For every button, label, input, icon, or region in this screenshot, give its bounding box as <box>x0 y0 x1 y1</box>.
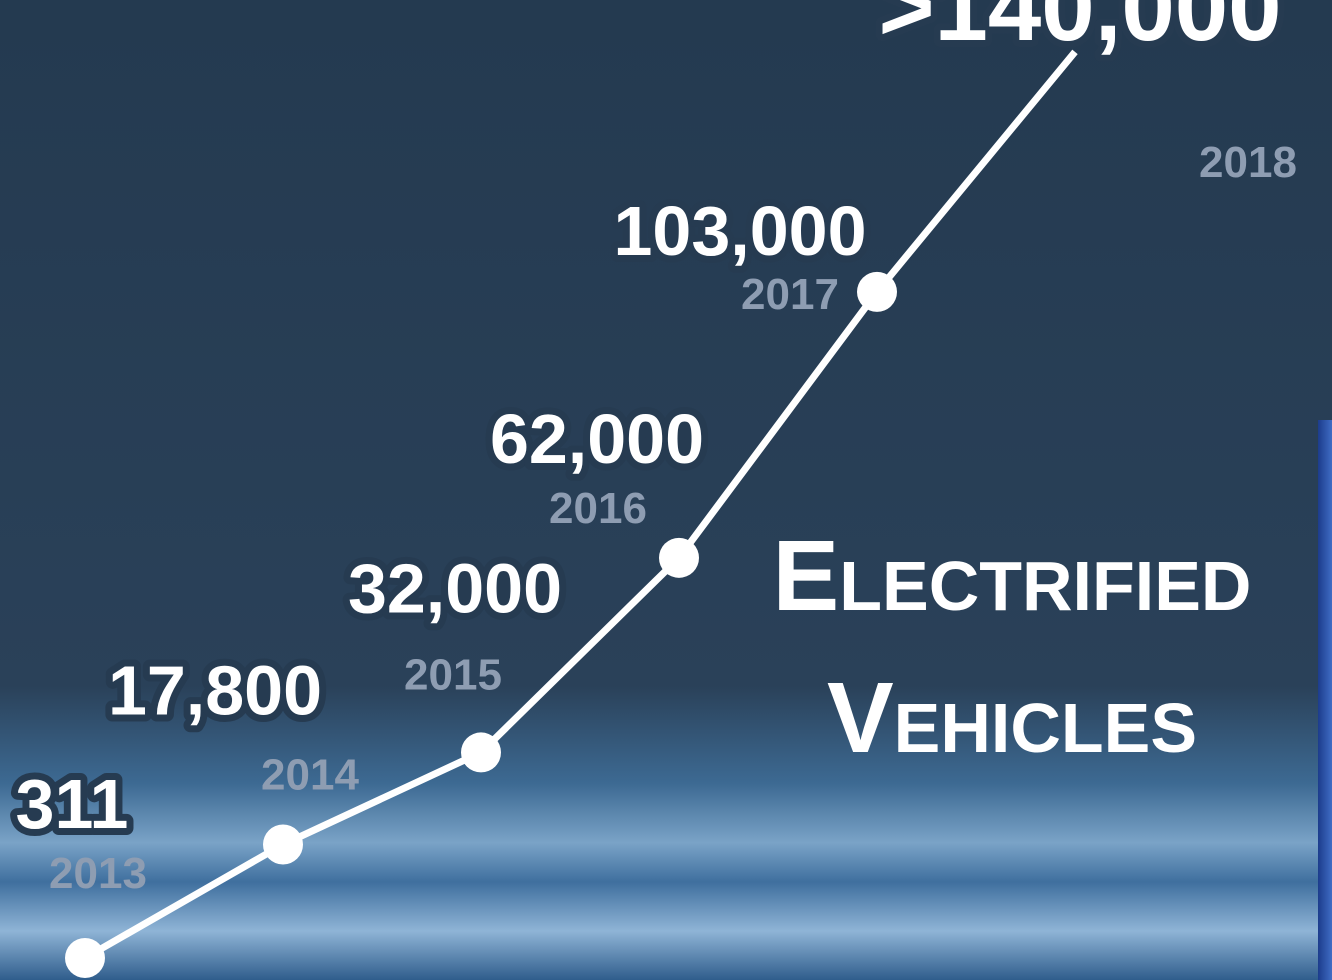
value-label: 62,000 <box>490 400 704 478</box>
point <box>659 538 699 578</box>
background-building <box>1318 420 1332 980</box>
year-label: 2015 <box>404 650 502 699</box>
title-line: Electrified <box>773 520 1252 632</box>
point <box>857 272 897 312</box>
chart: Electrified Vehicles 311 2013 17,800 2014 32… <box>0 0 1332 980</box>
value-label: >140,000 <box>878 0 1281 61</box>
year-label: 2018 <box>1199 138 1297 187</box>
background <box>0 0 1332 980</box>
title-line: Vehicles <box>827 662 1197 774</box>
value-label: 103,000 <box>613 192 866 270</box>
year-label: 2016 <box>549 484 647 533</box>
value-label: 17,800 <box>108 652 322 730</box>
value-label: 311 <box>16 765 129 843</box>
year-label: 2013 <box>49 849 147 898</box>
point <box>461 732 501 772</box>
point <box>263 825 303 865</box>
point <box>65 938 105 978</box>
year-label: 2014 <box>261 751 359 800</box>
year-label: 2017 <box>741 270 839 319</box>
value-label: 32,000 <box>348 549 562 627</box>
